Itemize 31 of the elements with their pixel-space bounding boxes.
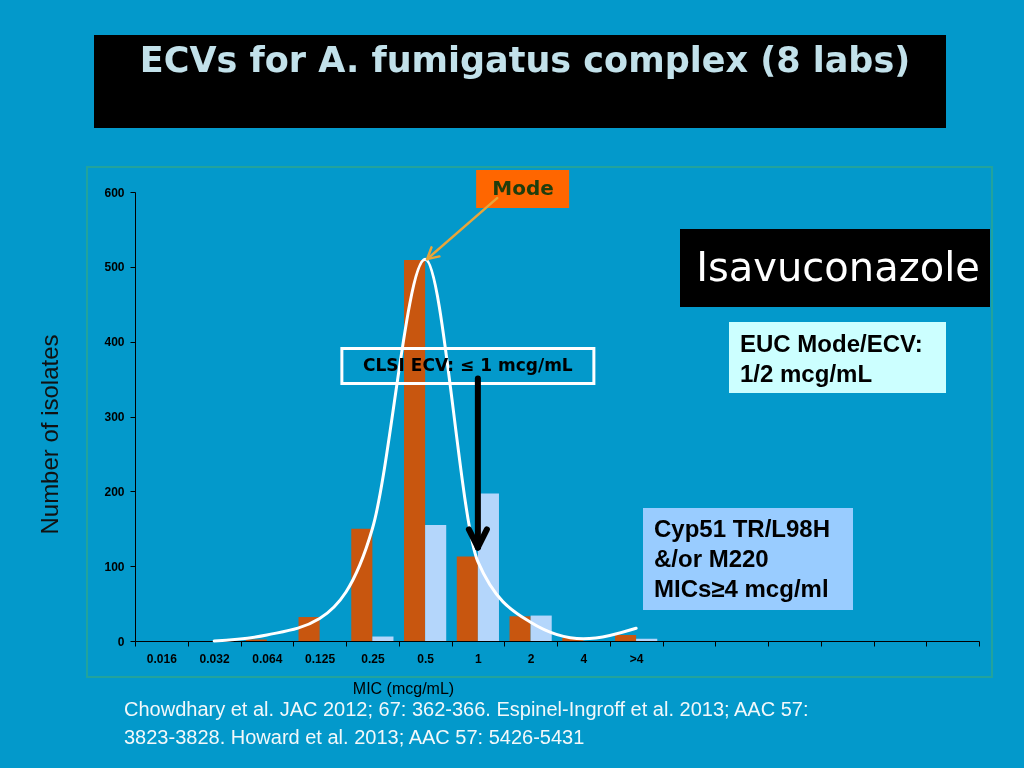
- annotation: Cyp51 TR/L98H &/or M220 MICs≥4 mcg/ml: [654, 515, 831, 602]
- y-tick-label: 200: [104, 484, 125, 499]
- y-tick-label: 500: [104, 260, 125, 275]
- x-tick-label: 0.125: [305, 651, 336, 666]
- x-tick-label: 4: [580, 651, 588, 666]
- x-tick-label: 1: [475, 651, 483, 666]
- x-tick-label: 0.032: [199, 651, 230, 666]
- x-tick-label: 0.016: [146, 651, 178, 666]
- y-tick-label: 100: [104, 559, 125, 574]
- bar: [615, 635, 637, 641]
- y-tick-label: 600: [104, 185, 125, 200]
- x-tick-label: 2: [527, 651, 535, 666]
- line-series: [212, 257, 638, 643]
- x-tick-label: 0.5: [417, 651, 435, 666]
- x-axis-title: MIC (mcg/mL): [352, 679, 455, 697]
- annotation: Isavuconazole: [696, 244, 980, 290]
- annotation: Mode: [492, 176, 554, 201]
- x-tick-label: 0.25: [361, 651, 385, 666]
- y-tick-label: 300: [104, 410, 125, 424]
- x-tick-label: >4: [629, 651, 644, 666]
- bar: [351, 528, 373, 641]
- chart-title: ECVs for A. fumigatus complex (8 labs): [139, 40, 911, 80]
- bar: [509, 616, 531, 641]
- bar: [456, 556, 478, 641]
- y-tick-label: 400: [104, 335, 125, 350]
- y-axis-title: Number of isolates: [35, 334, 63, 535]
- annotation: EUC Mode/ECV: 1/2 mcg/mL: [740, 330, 923, 387]
- y-tick-label: 0: [117, 634, 125, 649]
- text: Chowdhary et al. JAC 2012; 67: 362-366. Espinel-Ingroff et al. 2013; AAC 57: 3823-3828. Howard et al. 2013; AAC 57: 5426-5431: [124, 698, 809, 748]
- bar: [425, 525, 447, 641]
- x-tick-label: 0.064: [252, 651, 283, 666]
